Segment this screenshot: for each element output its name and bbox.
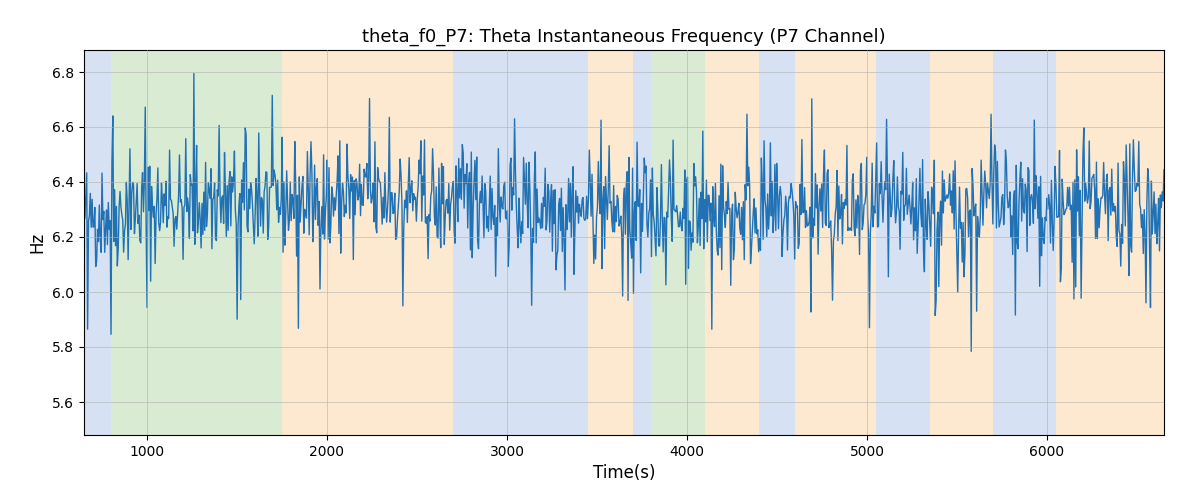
Bar xyxy=(588,50,634,435)
X-axis label: Time(s): Time(s) xyxy=(593,464,655,482)
Y-axis label: Hz: Hz xyxy=(29,232,47,253)
Bar xyxy=(796,50,876,435)
Bar xyxy=(760,50,796,435)
Bar xyxy=(650,50,706,435)
Bar xyxy=(634,50,650,435)
Bar xyxy=(112,50,282,435)
Bar xyxy=(706,50,760,435)
Bar xyxy=(282,50,454,435)
Bar xyxy=(84,50,112,435)
Bar xyxy=(454,50,588,435)
Bar xyxy=(930,50,994,435)
Bar xyxy=(876,50,930,435)
Title: theta_f0_P7: Theta Instantaneous Frequency (P7 Channel): theta_f0_P7: Theta Instantaneous Frequen… xyxy=(362,28,886,46)
Bar xyxy=(994,50,1056,435)
Bar xyxy=(1056,50,1164,435)
